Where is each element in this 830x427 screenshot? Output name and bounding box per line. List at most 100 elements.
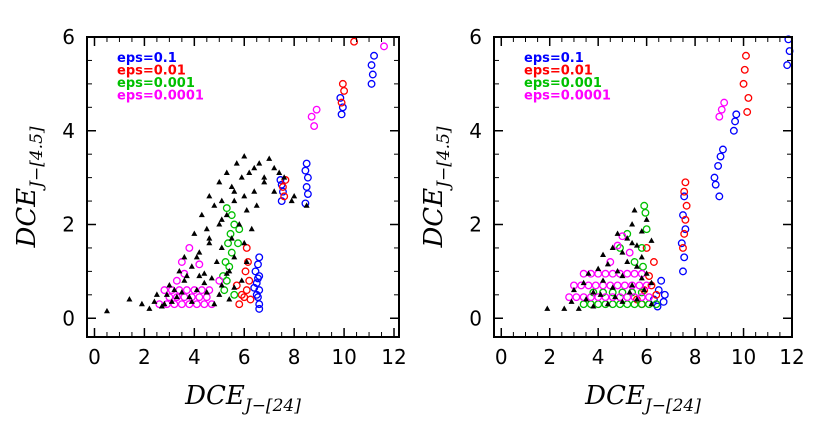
data-point-eps-0-0001 bbox=[215, 276, 224, 285]
data-point-triangle bbox=[181, 277, 188, 283]
data-point-triangle bbox=[648, 300, 655, 307]
data-point-eps-0-0001 bbox=[579, 269, 588, 278]
data-point-triangle bbox=[211, 300, 218, 307]
data-point-triangle bbox=[614, 267, 621, 274]
data-point-eps-0-01 bbox=[679, 243, 687, 252]
data-point-triangle bbox=[188, 263, 195, 269]
data-point-eps-0-01 bbox=[681, 178, 690, 187]
data-point-eps-0-1 bbox=[680, 253, 689, 262]
data-point-triangle bbox=[176, 267, 183, 274]
data-point-triangle bbox=[261, 174, 268, 180]
data-point-triangle bbox=[173, 293, 180, 300]
plot-frame bbox=[493, 36, 793, 338]
data-point-eps-0-0001 bbox=[307, 112, 316, 121]
data-point-eps-0-1 bbox=[255, 304, 264, 313]
data-point-eps-0-0001 bbox=[584, 281, 593, 290]
data-point-triangle bbox=[251, 164, 258, 171]
data-point-eps-0-0001 bbox=[625, 248, 634, 257]
y-axis-label-subscript: J−[4.5] bbox=[27, 126, 47, 191]
data-point-triangle bbox=[600, 251, 607, 257]
data-point-triangle bbox=[580, 279, 587, 286]
data-point-triangle bbox=[648, 237, 655, 243]
data-point-triangle bbox=[216, 178, 223, 185]
data-point-eps-0-1 bbox=[252, 290, 261, 299]
data-point-triangle bbox=[218, 197, 225, 204]
data-point-triangle bbox=[638, 253, 645, 260]
data-point-triangle bbox=[153, 291, 160, 297]
data-point-triangle bbox=[161, 300, 168, 307]
points-layer bbox=[544, 35, 794, 311]
x-tick-label: 8 bbox=[288, 345, 301, 369]
x-tick-label: 8 bbox=[689, 345, 702, 369]
data-point-eps-0-0001 bbox=[565, 293, 574, 302]
x-tick-label: 4 bbox=[592, 345, 605, 369]
y-tick-label: 6 bbox=[469, 25, 482, 49]
left-panel: 0 2 4 6 8 10 12 0 2 4 6 eps=0.1eps=0.01eps=0.001eps… bbox=[12, 25, 407, 416]
data-point-eps-0-0001 bbox=[180, 269, 189, 278]
x-axis-label: DCEJ−[24] bbox=[584, 381, 701, 416]
data-point-triangle bbox=[223, 169, 230, 175]
data-point-triangle bbox=[226, 296, 233, 302]
data-point-triangle bbox=[629, 239, 636, 246]
data-point-triangle bbox=[561, 305, 568, 311]
data-point-triangle bbox=[213, 258, 220, 264]
data-point-eps-0-0001 bbox=[601, 293, 610, 302]
data-point-eps-0-0001 bbox=[613, 281, 622, 290]
data-point-triangle bbox=[183, 272, 190, 279]
data-point-eps-0-1 bbox=[276, 176, 285, 184]
x-tick-label: 6 bbox=[238, 345, 251, 369]
data-point-triangle bbox=[568, 298, 575, 304]
data-point-triangle bbox=[181, 253, 188, 260]
data-point-eps-0-001 bbox=[642, 225, 651, 234]
data-point-triangle bbox=[583, 296, 590, 302]
data-point-triangle bbox=[303, 202, 310, 208]
data-point-eps-0-001 bbox=[222, 276, 231, 285]
data-point-eps-0-1 bbox=[367, 79, 376, 88]
x-axis-label-subscript: J−[24] bbox=[242, 396, 301, 416]
data-point-triangle bbox=[271, 188, 278, 194]
x-axis-label-main: DCE bbox=[584, 381, 645, 411]
data-point-eps-0-001 bbox=[594, 300, 603, 309]
data-point-triangle bbox=[218, 282, 225, 288]
data-point-eps-0-001 bbox=[630, 258, 639, 266]
data-point-eps-0-01 bbox=[337, 98, 346, 107]
data-point-triangle bbox=[186, 293, 193, 300]
x-tick-label: 12 bbox=[779, 345, 804, 369]
data-point-eps-0-01 bbox=[680, 187, 689, 196]
data-point-eps-0-0001 bbox=[572, 293, 581, 302]
data-point-eps-0-001 bbox=[235, 225, 244, 234]
data-point-eps-0-1 bbox=[657, 276, 666, 285]
data-point-triangle bbox=[211, 202, 218, 208]
data-point-triangle bbox=[590, 289, 597, 295]
data-point-eps-0-01 bbox=[232, 281, 241, 290]
data-point-triangle bbox=[251, 188, 258, 194]
data-point-triangle bbox=[648, 279, 655, 286]
data-point-eps-0-01 bbox=[338, 79, 347, 88]
data-point-eps-0-01 bbox=[740, 65, 749, 74]
data-point-triangle bbox=[196, 249, 203, 255]
data-point-eps-0-0001 bbox=[200, 300, 209, 309]
data-point-triangle bbox=[643, 270, 650, 276]
data-point-eps-0-1 bbox=[303, 173, 312, 182]
y-tick-label: 0 bbox=[469, 306, 482, 330]
data-point-eps-0-001 bbox=[637, 300, 646, 309]
data-point-eps-0-01 bbox=[682, 201, 691, 210]
data-point-eps-0-0001 bbox=[165, 293, 174, 302]
data-point-triangle bbox=[261, 178, 268, 185]
data-point-eps-0-001 bbox=[637, 288, 646, 297]
data-point-eps-0-1 bbox=[677, 239, 686, 248]
data-point-eps-0-1 bbox=[729, 126, 738, 135]
data-point-eps-0-01 bbox=[642, 243, 651, 252]
data-point-triangle bbox=[585, 270, 592, 276]
data-point-triangle bbox=[171, 286, 178, 293]
data-point-eps-0-0001 bbox=[635, 281, 644, 290]
data-point-eps-0-01 bbox=[245, 276, 254, 285]
data-point-eps-0-0001 bbox=[192, 300, 201, 309]
data-point-eps-0-01 bbox=[742, 51, 750, 60]
data-point-eps-0-001 bbox=[579, 300, 588, 309]
data-point-triangle bbox=[248, 225, 255, 232]
data-point-triangle bbox=[629, 282, 636, 288]
data-point-triangle bbox=[193, 253, 200, 260]
data-point-triangle bbox=[231, 197, 238, 204]
legend-entry: eps=0.001 bbox=[117, 76, 195, 91]
